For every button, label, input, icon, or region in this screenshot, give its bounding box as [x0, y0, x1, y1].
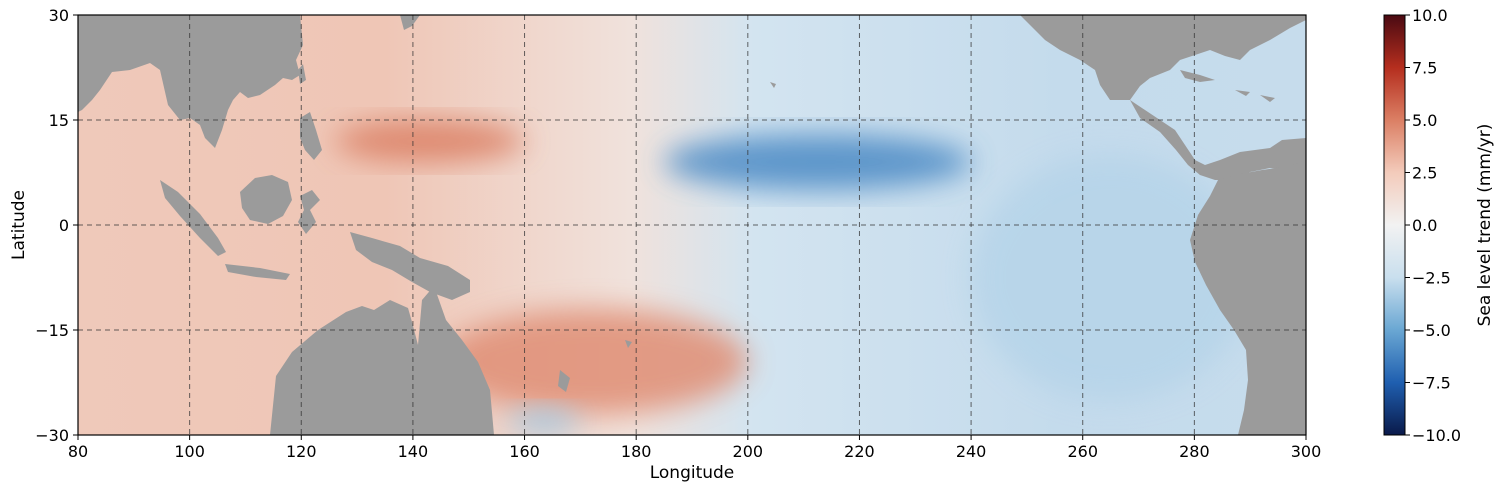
land-java: [225, 264, 290, 280]
y-tick-label: 0: [59, 216, 69, 235]
x-tick-label: 180: [621, 442, 652, 461]
colorbar-tick-label: 7.5: [1412, 59, 1437, 78]
feature-eastern-pacific-low: [971, 155, 1251, 400]
land-new-guinea: [350, 232, 470, 300]
land-philippines: [298, 64, 322, 160]
land-sulawesi: [298, 190, 320, 234]
land-australia: [270, 286, 494, 435]
x-tick-label: 220: [844, 442, 875, 461]
land-masses: [78, 15, 1306, 435]
land-japan: [400, 15, 420, 30]
x-axis-label: Longitude: [650, 463, 735, 483]
colorbar-tick-label: −10.0: [1412, 426, 1461, 445]
colorbar-tick-label: −5.0: [1412, 321, 1451, 340]
feature-central-north-pacific-low: [664, 134, 972, 190]
land-new-zealand: [558, 370, 570, 392]
land-asia: [78, 15, 303, 148]
land-caribbean: [1180, 70, 1275, 102]
colorbar-tick-label: 0.0: [1412, 216, 1437, 235]
x-tick-label: 280: [1179, 442, 1210, 461]
x-tick-label: 120: [286, 442, 317, 461]
x-tick-label: 160: [509, 442, 540, 461]
land-hawaii: [770, 82, 776, 88]
x-tick-label: 240: [956, 442, 987, 461]
feature-southwest-pacific-high: [440, 309, 748, 414]
x-tick-label: 260: [1067, 442, 1098, 461]
land-sumatra: [160, 180, 226, 256]
colorbar-ticks: 10.0 7.5 5.0 2.5 0.0 −2.5 −5.0 −7.5 −10.0: [1405, 6, 1461, 445]
x-axis-ticks: 80 100 120 140 160 180 200 220 240 260 280 300: [68, 435, 1321, 461]
colorbar-tick-label: 2.5: [1412, 164, 1437, 183]
y-axis-ticks: 30 15 0 −15 −30: [35, 6, 78, 445]
land-north-america: [1020, 15, 1306, 100]
colorbar-label: Sea level trend (mm/yr): [1475, 124, 1495, 327]
feature-southern-ocean-low: [507, 407, 581, 435]
y-tick-label: −15: [35, 321, 69, 340]
y-tick-label: 15: [49, 111, 69, 130]
land-south-america: [1190, 160, 1306, 435]
trend-anomaly-features: [334, 120, 1251, 435]
x-tick-label: 80: [68, 442, 88, 461]
x-tick-label: 100: [174, 442, 205, 461]
x-tick-label: 200: [733, 442, 764, 461]
graticule: [78, 15, 1306, 435]
y-tick-label: 30: [49, 6, 69, 25]
colorbar-tick-label: 5.0: [1412, 111, 1437, 130]
land-fiji: [625, 340, 632, 348]
colorbar-gradient: [1383, 14, 1406, 436]
map-plot-area: [78, 15, 1306, 435]
land-borneo: [240, 175, 292, 224]
y-axis-label: Latitude: [9, 190, 29, 260]
x-tick-label: 300: [1291, 442, 1322, 461]
x-tick-label: 140: [398, 442, 429, 461]
colorbar-tick-label: 10.0: [1412, 6, 1448, 25]
colorbar-tick-label: −2.5: [1412, 269, 1451, 288]
colorbar: 10.0 7.5 5.0 2.5 0.0 −2.5 −5.0 −7.5 −10.0 Sea le…: [1383, 6, 1495, 445]
colorbar-tick-label: −7.5: [1412, 374, 1451, 393]
land-central-america: [1130, 100, 1306, 180]
feature-western-north-pacific-high: [334, 120, 525, 162]
y-tick-label: −30: [35, 426, 69, 445]
